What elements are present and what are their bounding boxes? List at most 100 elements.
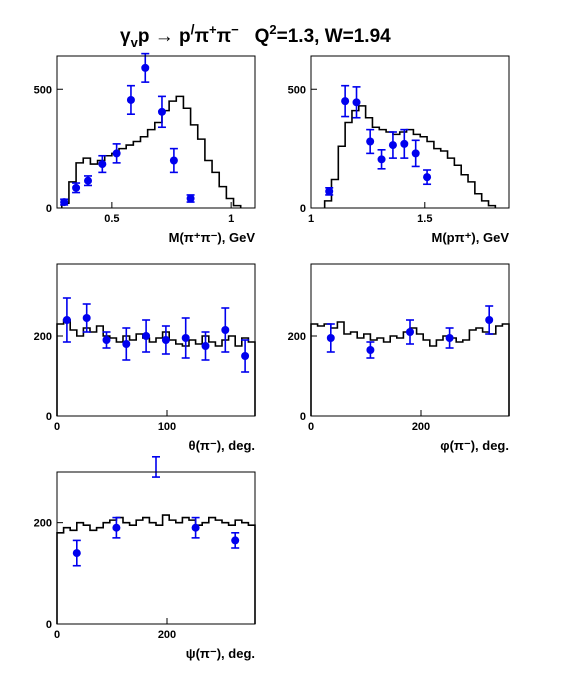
- data-point-m_pipi-1: [72, 182, 81, 194]
- marker: [161, 336, 170, 344]
- data-point-m_ppi-3: [366, 128, 375, 155]
- data-point-m_pipi-0: [60, 198, 69, 207]
- x-tick-label: 1.5: [417, 213, 432, 225]
- x-axis-label-theta: θ(π⁻), deg.: [189, 438, 255, 453]
- panel-theta: 0 200 0 100 θ(π⁻), deg.: [34, 263, 256, 453]
- plot-frame-psi: [56, 471, 256, 625]
- marker: [62, 316, 71, 324]
- panel-m_pipi: 0 500 0.5 1 M(π⁺π⁻), GeV: [34, 52, 256, 245]
- marker: [231, 536, 240, 545]
- y-tick-label: 500: [34, 84, 52, 96]
- data-point-m_ppi-1: [341, 84, 350, 118]
- data-point-psi-2: [152, 455, 160, 478]
- marker: [141, 63, 150, 72]
- marker: [377, 155, 386, 164]
- data-point-m_pipi-2: [84, 175, 93, 187]
- data-point-psi-4: [231, 531, 240, 549]
- marker: [411, 149, 420, 158]
- marker: [366, 346, 375, 354]
- marker: [102, 336, 111, 344]
- marker: [221, 326, 230, 334]
- data-point-phi-1: [366, 341, 375, 359]
- data-point-m_ppi-8: [423, 169, 432, 186]
- marker: [423, 173, 432, 182]
- data-point-theta-0: [62, 297, 71, 343]
- plot-frame-theta: [56, 263, 256, 417]
- y-tick-label: 200: [34, 518, 52, 530]
- data-point-m_ppi-4: [377, 149, 386, 170]
- data-point-m_ppi-7: [411, 139, 420, 168]
- model-histogram-m_ppi: [323, 105, 497, 208]
- y-tick-label: 500: [288, 84, 306, 96]
- x-tick-label: 1: [228, 213, 234, 225]
- data-point-theta-1: [82, 303, 91, 333]
- marker: [445, 334, 454, 342]
- x-axis-label-m_pipi: M(π⁺π⁻), GeV: [169, 230, 256, 245]
- data-point-phi-0: [326, 323, 335, 353]
- marker: [400, 139, 409, 148]
- model-histogram-m_pipi: [60, 95, 242, 208]
- marker: [82, 314, 91, 322]
- x-tick-label: 0.5: [104, 213, 119, 225]
- marker: [201, 342, 210, 350]
- data-point-theta-4: [142, 319, 151, 353]
- data-point-m_ppi-5: [388, 131, 397, 159]
- y-tick-label: 0: [300, 411, 306, 423]
- data-point-phi-2: [406, 319, 414, 345]
- y-tick-label: 200: [288, 331, 306, 343]
- plot-frame-m_pipi: [56, 55, 256, 209]
- data-point-theta-5: [161, 325, 170, 355]
- data-point-theta-9: [241, 339, 250, 373]
- data-point-m_pipi-7: [157, 95, 166, 129]
- marker: [169, 156, 178, 165]
- marker: [341, 97, 350, 106]
- marker: [112, 149, 121, 158]
- y-tick-label: 0: [46, 203, 52, 215]
- y-tick-label: 0: [300, 203, 306, 215]
- data-point-m_ppi-6: [400, 128, 409, 159]
- data-point-psi-1: [112, 516, 121, 539]
- y-tick-label: 200: [34, 331, 52, 343]
- marker: [72, 549, 81, 558]
- data-point-theta-3: [122, 327, 131, 361]
- marker: [126, 95, 135, 104]
- data-point-theta-7: [201, 331, 210, 361]
- marker: [366, 137, 375, 146]
- data-point-psi-3: [191, 516, 200, 539]
- marker: [191, 523, 200, 532]
- marker: [352, 98, 361, 107]
- data-point-phi-3: [445, 327, 454, 349]
- marker: [60, 198, 69, 207]
- panel-phi: 0 200 0 200 φ(π⁻), deg.: [288, 263, 510, 453]
- model-histogram-theta: [56, 319, 256, 416]
- marker: [157, 107, 166, 116]
- x-tick-label: 200: [412, 421, 430, 433]
- x-tick-label: 200: [158, 629, 176, 641]
- y-tick-label: 0: [46, 411, 52, 423]
- marker: [485, 316, 494, 324]
- data-point-theta-6: [181, 317, 190, 359]
- marker: [186, 194, 195, 203]
- data-point-phi-4: [485, 305, 494, 335]
- model-histogram-psi: [56, 514, 256, 624]
- data-point-m_pipi-5: [126, 84, 135, 115]
- plot-frame-m_ppi: [310, 55, 510, 209]
- data-point-psi-0: [72, 539, 81, 567]
- data-point-theta-8: [221, 307, 230, 353]
- x-axis-label-phi: φ(π⁻), deg.: [440, 438, 509, 453]
- x-axis-label-psi: ψ(π⁻), deg.: [186, 646, 255, 661]
- marker: [388, 141, 397, 150]
- marker: [241, 352, 250, 360]
- x-tick-label: 0: [54, 421, 60, 433]
- marker: [72, 183, 81, 192]
- marker: [84, 176, 93, 185]
- data-point-m_pipi-4: [112, 143, 121, 164]
- y-tick-label: 0: [46, 619, 52, 631]
- panel-m_ppi: 0 500 1 1.5M(pπ⁺), GeV: [288, 55, 510, 245]
- x-tick-label: 100: [158, 421, 176, 433]
- marker: [325, 187, 334, 196]
- data-point-theta-2: [102, 331, 111, 349]
- x-axis-label-m_ppi: M(pπ⁺), GeV: [432, 230, 510, 245]
